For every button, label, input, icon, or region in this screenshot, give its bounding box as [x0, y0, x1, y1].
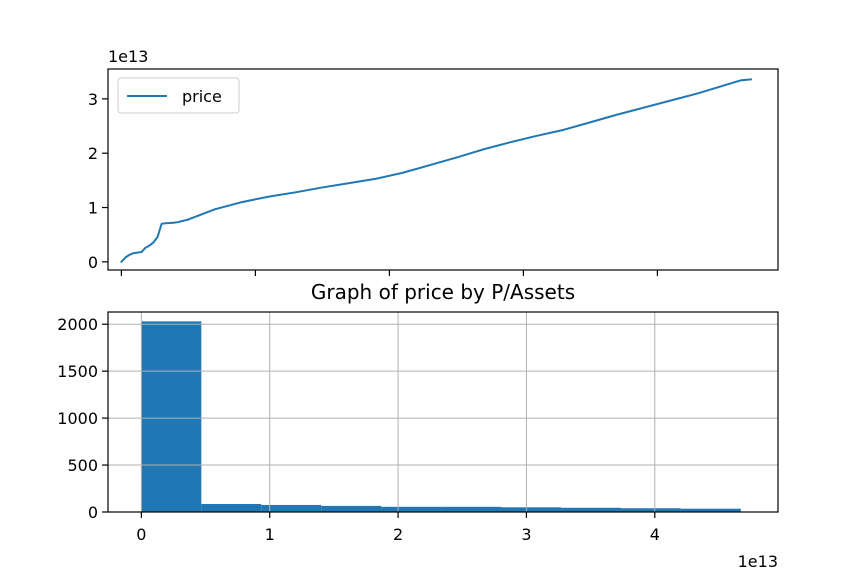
legend-label-price: price — [182, 87, 222, 106]
histogram-bar — [441, 506, 502, 512]
line-chart-y-offset-text: 1e13 — [108, 47, 148, 66]
line-chart-y-tick-label: 1 — [88, 199, 98, 218]
histogram-bar — [381, 506, 442, 512]
histogram-y-tick-label: 500 — [67, 456, 98, 475]
line-chart: 0 1 2 3 1e13 price — [88, 47, 779, 276]
histogram-bar — [321, 505, 382, 512]
histogram-bar — [680, 508, 741, 512]
histogram-bar — [141, 321, 202, 512]
legend: price — [117, 77, 240, 114]
histogram-y-tick-label: 0 — [88, 503, 98, 522]
histogram-x-tick-label: 0 — [136, 525, 146, 544]
histogram-x-tick-label: 4 — [650, 525, 660, 544]
histogram-y-ticks: 0 500 1000 1500 2000 — [57, 315, 108, 522]
line-chart-y-ticks: 0 1 2 3 — [88, 90, 108, 272]
histogram-bar — [261, 504, 322, 512]
histogram-bar — [560, 507, 621, 512]
legend-box — [117, 77, 240, 114]
histogram-x-tick-label: 3 — [521, 525, 531, 544]
line-chart-y-tick-label: 2 — [88, 144, 98, 163]
histogram-y-tick-label: 1000 — [57, 409, 98, 428]
histogram-title: Graph of price by P/Assets — [311, 280, 575, 304]
line-chart-x-ticks — [120, 270, 659, 276]
histogram-y-tick-label: 2000 — [57, 315, 98, 334]
histogram-x-tick-label: 1 — [265, 525, 275, 544]
histogram-chart: Graph of price by P/Assets 0 500 1000 1500 2… — [57, 280, 779, 571]
line-chart-axes-frame — [107, 68, 779, 271]
histogram-bar — [501, 507, 561, 512]
histogram-bars — [141, 321, 741, 512]
histogram-axes-frame — [107, 311, 779, 513]
histogram-x-ticks: 0 1 2 3 4 — [136, 512, 660, 544]
histogram-y-tick-label: 1500 — [57, 362, 98, 381]
histogram-bar — [201, 504, 262, 512]
histogram-bar — [620, 508, 681, 512]
histogram-x-tick-label: 2 — [393, 525, 403, 544]
line-chart-y-tick-label: 3 — [88, 90, 98, 109]
price-line — [120, 78, 753, 263]
histogram-x-offset-text: 1e13 — [738, 552, 778, 571]
line-chart-y-tick-label: 0 — [88, 253, 98, 272]
